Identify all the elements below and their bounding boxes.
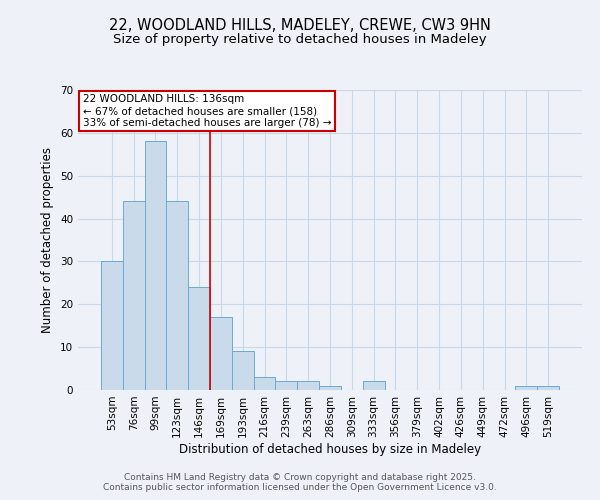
Text: Size of property relative to detached houses in Madeley: Size of property relative to detached ho… <box>113 32 487 46</box>
Text: 22, WOODLAND HILLS, MADELEY, CREWE, CW3 9HN: 22, WOODLAND HILLS, MADELEY, CREWE, CW3 … <box>109 18 491 32</box>
Bar <box>145 142 166 390</box>
Bar <box>166 202 188 390</box>
Bar <box>232 352 254 390</box>
Text: Contains HM Land Registry data © Crown copyright and database right 2025.
Contai: Contains HM Land Registry data © Crown c… <box>103 473 497 492</box>
Bar <box>515 386 537 390</box>
Bar <box>210 317 232 390</box>
Bar <box>254 377 275 390</box>
Bar <box>123 202 145 390</box>
Bar <box>297 382 319 390</box>
Bar <box>363 382 385 390</box>
Y-axis label: Number of detached properties: Number of detached properties <box>41 147 55 333</box>
Bar <box>537 386 559 390</box>
Bar <box>188 287 210 390</box>
X-axis label: Distribution of detached houses by size in Madeley: Distribution of detached houses by size … <box>179 442 481 456</box>
Bar <box>319 386 341 390</box>
Bar <box>101 262 123 390</box>
Bar <box>275 382 297 390</box>
Text: 22 WOODLAND HILLS: 136sqm
← 67% of detached houses are smaller (158)
33% of semi: 22 WOODLAND HILLS: 136sqm ← 67% of detac… <box>83 94 332 128</box>
